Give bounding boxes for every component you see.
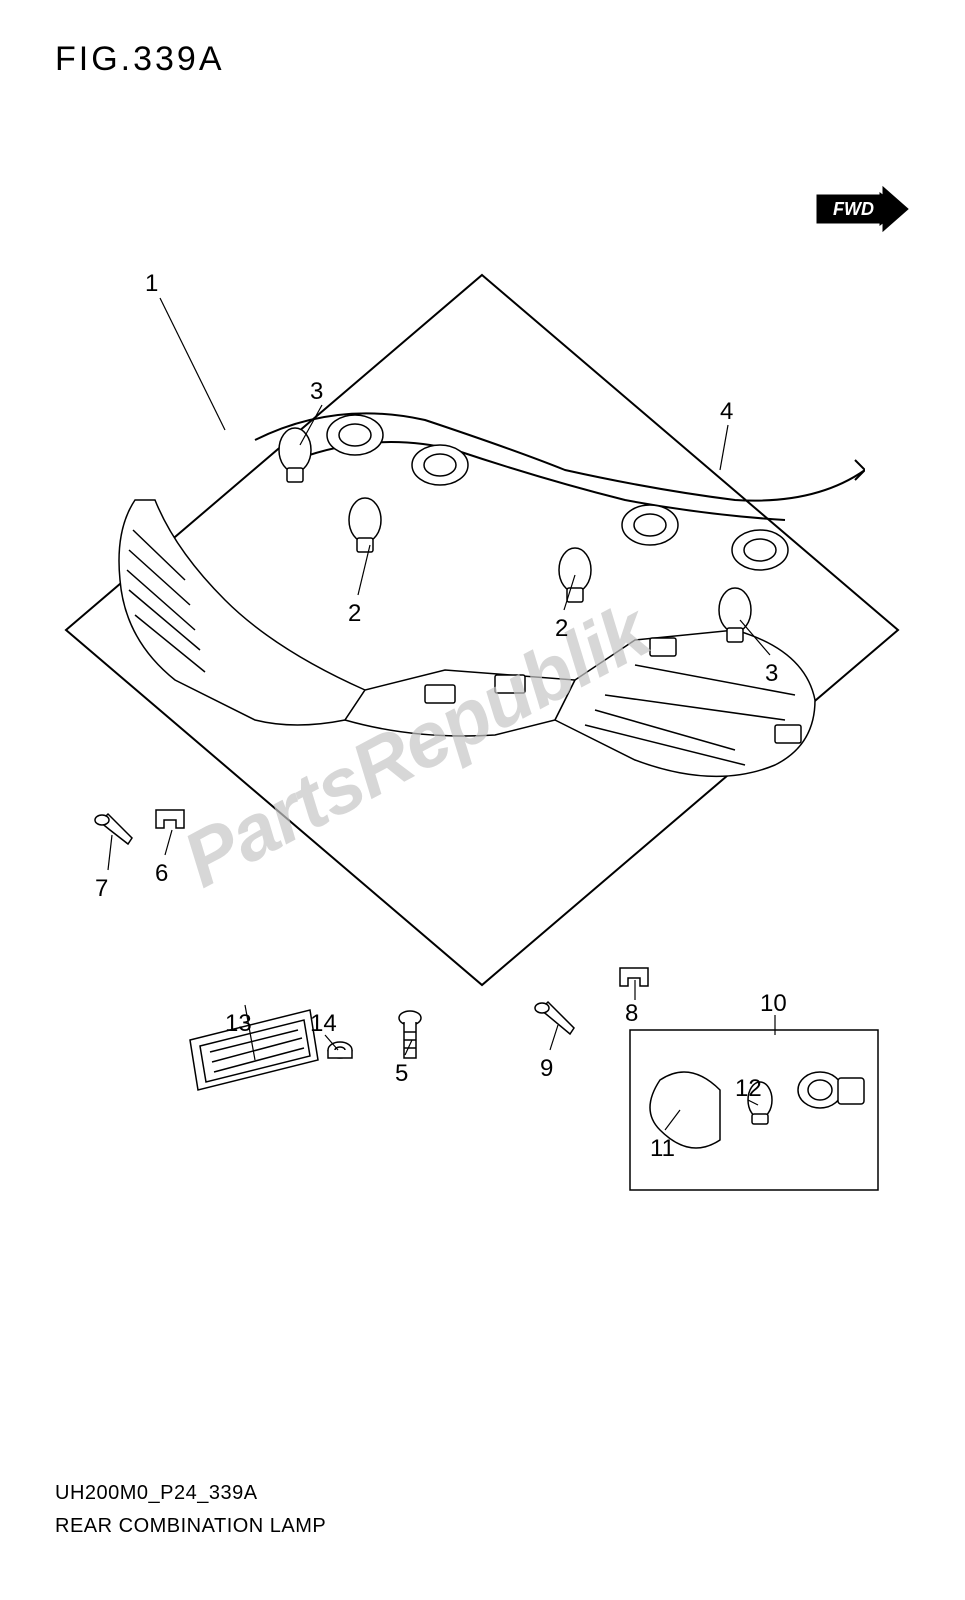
fwd-label-text: FWD bbox=[833, 199, 874, 219]
callout-1: 1 bbox=[145, 270, 158, 298]
callout-14: 14 bbox=[310, 1010, 337, 1038]
callout-10: 10 bbox=[760, 990, 787, 1018]
callout-11: 11 bbox=[650, 1135, 675, 1163]
footer-description: REAR COMBINATION LAMP bbox=[55, 1515, 326, 1538]
callout-9: 9 bbox=[540, 1055, 553, 1083]
callout-2: 2 bbox=[348, 600, 361, 628]
fwd-badge: FWD bbox=[815, 185, 910, 233]
callout-5: 5 bbox=[395, 1060, 408, 1088]
figure-title: FIG.339A bbox=[55, 40, 225, 79]
callout-13: 13 bbox=[225, 1010, 252, 1038]
callout-7: 7 bbox=[95, 875, 108, 903]
callout-4: 4 bbox=[720, 398, 733, 426]
callout-12: 12 bbox=[735, 1075, 762, 1103]
callout-8: 8 bbox=[625, 1000, 638, 1028]
callout-2: 2 bbox=[555, 615, 568, 643]
callout-3: 3 bbox=[310, 378, 323, 406]
callout-6: 6 bbox=[155, 860, 168, 888]
footer-code: UH200M0_P24_339A bbox=[55, 1482, 258, 1505]
assembly-drawing bbox=[95, 380, 865, 860]
callout-3: 3 bbox=[765, 660, 778, 688]
